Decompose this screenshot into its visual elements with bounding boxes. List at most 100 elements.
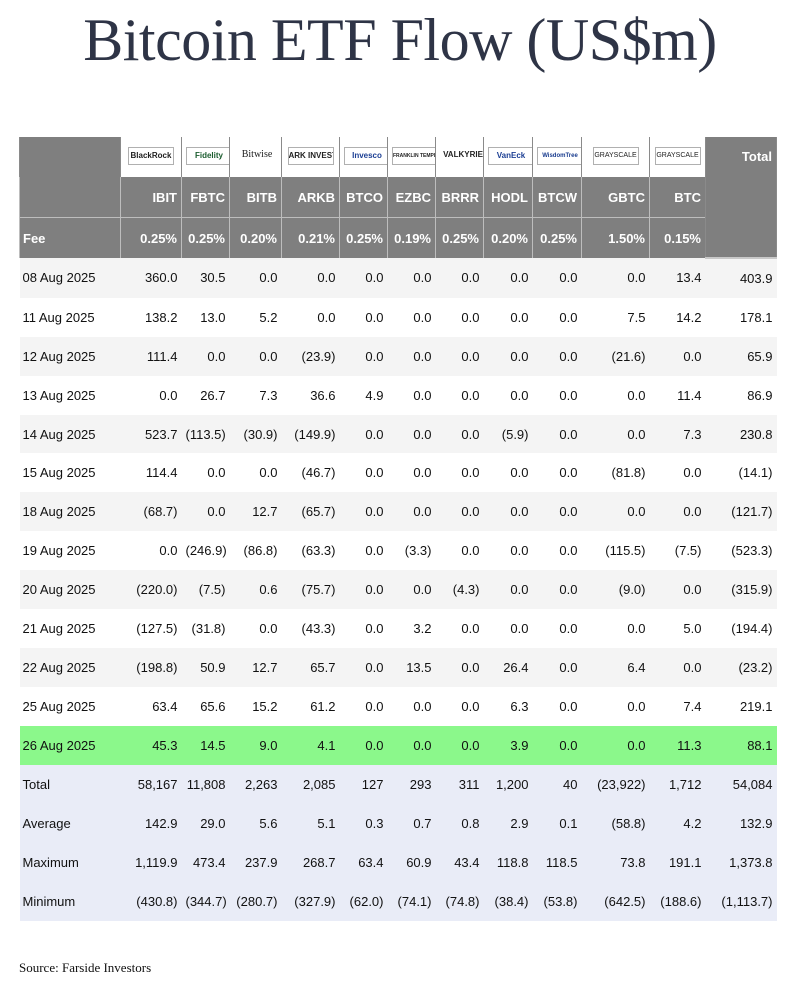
- ticker-row: IBIT FBTC BITB ARKB BTCO EZBC BRRR HODL …: [19, 177, 777, 218]
- value-cell: (344.7): [181, 881, 230, 921]
- ticker-cell: EZBC: [387, 177, 436, 218]
- value-cell: 2,085: [281, 764, 340, 804]
- page-title: Bitcoin ETF Flow (US$m): [83, 7, 717, 73]
- value-cell: 0.0: [387, 492, 436, 532]
- table-row: 22 Aug 2025 (198.8) 50.9 12.7 65.7 0.0 13.5 0.0…: [19, 647, 777, 687]
- value-cell: 0.0: [483, 570, 533, 610]
- value-cell: (194.4): [705, 609, 777, 648]
- summary-row: Minimum (430.8) (344.7) (280.7) (327.9) (62.0…: [19, 881, 777, 921]
- value-cell: 2.9: [483, 803, 533, 843]
- blank-cell: [19, 177, 121, 218]
- table-row: 18 Aug 2025 (68.7) 0.0 12.7 (65.7) 0.0 0.0 0.0 0…: [19, 492, 777, 532]
- table-row: 25 Aug 2025 63.4 65.6 15.2 61.2 0.0 0.0 0.0 6.3 0…: [19, 686, 777, 726]
- value-cell: 5.2: [229, 297, 282, 337]
- value-cell: (43.3): [281, 609, 340, 648]
- table-row-label: 08 Aug 2025: [19, 258, 121, 298]
- value-cell: 0.0: [483, 375, 533, 415]
- logo-bitwise: Bitwise: [229, 137, 282, 177]
- etf-flow-table: BlackRock Fidelity Bitwise ARK INVEST In…: [19, 137, 777, 921]
- value-cell: 142.9: [120, 803, 182, 843]
- value-cell: (9.0): [581, 570, 650, 610]
- fee-cell: 0.15%: [649, 217, 706, 258]
- value-cell: (327.9): [281, 881, 340, 921]
- value-cell: (4.3): [435, 570, 484, 610]
- table-row: 08 Aug 2025 360.0 30.5 0.0 0.0 0.0 0.0 0.0 0.0 0.…: [19, 258, 777, 298]
- value-cell: (65.7): [281, 492, 340, 532]
- value-cell: 0.0: [387, 336, 436, 376]
- value-cell: 0.0: [649, 570, 706, 610]
- value-cell: 0.6: [229, 570, 282, 610]
- value-cell: 111.4: [120, 336, 182, 376]
- value-cell: 0.0: [483, 297, 533, 337]
- value-cell: (53.8): [532, 881, 582, 921]
- table-row-label: 26 Aug 2025: [19, 725, 121, 765]
- value-cell: 0.0: [483, 609, 533, 648]
- value-cell: 118.5: [532, 842, 582, 882]
- ticker-cell: BTCO: [339, 177, 388, 218]
- value-cell: 0.0: [532, 686, 582, 726]
- ticker-cell: BITB: [229, 177, 282, 218]
- value-cell: 311: [435, 764, 484, 804]
- value-cell: 0.0: [229, 453, 282, 493]
- value-cell: (115.5): [581, 531, 650, 571]
- value-cell: 0.0: [581, 492, 650, 532]
- value-cell: 0.3: [339, 803, 388, 843]
- bitwise-logo-icon: Bitwise: [241, 148, 273, 160]
- value-cell: 178.1: [705, 297, 777, 337]
- value-cell: 237.9: [229, 842, 282, 882]
- value-cell: 230.8: [705, 414, 777, 454]
- value-cell: 0.0: [387, 297, 436, 337]
- value-cell: 7.3: [229, 375, 282, 415]
- value-cell: 0.0: [229, 609, 282, 648]
- value-cell: (62.0): [339, 881, 388, 921]
- value-cell: 11,808: [181, 764, 230, 804]
- value-cell: 86.9: [705, 375, 777, 415]
- ticker-cell: BRRR: [435, 177, 484, 218]
- value-cell: 26.7: [181, 375, 230, 415]
- value-cell: 5.6: [229, 803, 282, 843]
- value-cell: 0.0: [339, 414, 388, 454]
- value-cell: 0.0: [581, 258, 650, 298]
- value-cell: (149.9): [281, 414, 340, 454]
- fee-cell: 0.19%: [387, 217, 436, 258]
- value-cell: 0.0: [532, 647, 582, 687]
- value-cell: (14.1): [705, 453, 777, 493]
- value-cell: 6.3: [483, 686, 533, 726]
- value-cell: 138.2: [120, 297, 182, 337]
- valkyrie-logo-icon: VALKYRIE: [443, 149, 483, 159]
- table-row: 11 Aug 2025 138.2 13.0 5.2 0.0 0.0 0.0 0.0 0.0 0.…: [19, 297, 777, 337]
- value-cell: 1,712: [649, 764, 706, 804]
- value-cell: 1,119.9: [120, 842, 182, 882]
- value-cell: 0.0: [387, 725, 436, 765]
- value-cell: 0.0: [229, 336, 282, 376]
- value-cell: 0.0: [339, 258, 388, 298]
- value-cell: 0.0: [581, 609, 650, 648]
- value-cell: (198.8): [120, 647, 182, 687]
- value-cell: 65.9: [705, 336, 777, 376]
- value-cell: 58,167: [120, 764, 182, 804]
- value-cell: 0.0: [483, 258, 533, 298]
- table-row-label: 19 Aug 2025: [19, 531, 121, 571]
- value-cell: 114.4: [120, 453, 182, 493]
- value-cell: 0.0: [387, 375, 436, 415]
- value-cell: 11.4: [649, 375, 706, 415]
- value-cell: (220.0): [120, 570, 182, 610]
- value-cell: 12.7: [229, 647, 282, 687]
- value-cell: 473.4: [181, 842, 230, 882]
- value-cell: 0.0: [229, 258, 282, 298]
- value-cell: 0.0: [435, 647, 484, 687]
- value-cell: 0.0: [532, 609, 582, 648]
- value-cell: 0.0: [387, 414, 436, 454]
- value-cell: (127.5): [120, 609, 182, 648]
- value-cell: 50.9: [181, 647, 230, 687]
- ark-logo-icon: ARK INVEST: [287, 146, 334, 165]
- value-cell: 45.3: [120, 725, 182, 765]
- value-cell: 0.0: [339, 647, 388, 687]
- summary-row: Average 142.9 29.0 5.6 5.1 0.3 0.7 0.8 2.9 0.1 (58…: [19, 803, 777, 843]
- value-cell: (430.8): [120, 881, 182, 921]
- value-cell: 2,263: [229, 764, 282, 804]
- value-cell: 5.1: [281, 803, 340, 843]
- value-cell: 14.2: [649, 297, 706, 337]
- value-cell: 7.5: [581, 297, 650, 337]
- fee-label: Fee: [19, 217, 121, 258]
